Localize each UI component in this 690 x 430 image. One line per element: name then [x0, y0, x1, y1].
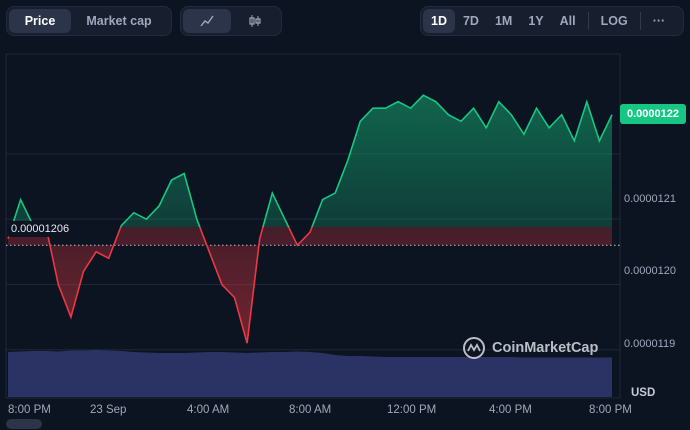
x-tick-label: 4:00 AM — [187, 404, 230, 416]
price-area-down — [8, 227, 612, 344]
reference-price-label: 0.00001206 — [8, 221, 73, 237]
range-7d[interactable]: 7D — [462, 14, 479, 28]
price-area-up — [11, 95, 612, 227]
range-all[interactable]: All — [559, 14, 576, 28]
more-options-button[interactable]: ··· — [652, 14, 666, 28]
y-tick-label: 0.0000121 — [624, 193, 676, 205]
x-tick-label: 8:00 PM — [8, 404, 51, 416]
x-tick-label: 23 Sep — [90, 404, 127, 416]
x-tick-label: 8:00 AM — [289, 404, 332, 416]
y-tick-label: 0.0000119 — [624, 338, 676, 350]
range-1y[interactable]: 1Y — [528, 14, 544, 28]
toolbar-divider — [639, 12, 641, 30]
watermark-text: CoinMarketCap — [492, 340, 599, 356]
price-chart-svg — [5, 53, 621, 399]
price-chart[interactable] — [0, 50, 690, 425]
line-chart-button[interactable] — [183, 9, 231, 33]
x-tick-label: 12:00 PM — [387, 404, 437, 416]
toolbar-divider — [587, 12, 589, 30]
range-1d[interactable]: 1D — [423, 9, 455, 33]
price-line-down — [7, 227, 313, 344]
chart-toolbar: Price Market cap 1D 7D 1M 1Y All LOG ··· — [6, 6, 684, 38]
x-tick-label: 8:00 PM — [589, 404, 632, 416]
price-line-up — [10, 94, 613, 227]
x-tick-label: 4:00 PM — [489, 404, 532, 416]
volume-area — [8, 350, 612, 397]
log-scale-button[interactable]: LOG — [600, 14, 628, 28]
tab-price[interactable]: Price — [9, 9, 71, 33]
chart-scroll-handle[interactable] — [6, 419, 42, 429]
time-range-toggle: 1D 7D 1M 1Y All LOG ··· — [420, 6, 684, 36]
chart-type-toggle — [180, 6, 282, 36]
price-marketcap-toggle: Price Market cap — [6, 6, 172, 36]
coinmarketcap-watermark: CoinMarketCap — [462, 336, 598, 360]
candlestick-button[interactable] — [231, 9, 279, 33]
y-tick-label: 0.0000120 — [624, 265, 676, 277]
plot-frame — [5, 53, 621, 399]
currency-label: USD — [631, 387, 656, 399]
range-1m[interactable]: 1M — [494, 14, 513, 28]
tab-market-cap[interactable]: Market cap — [86, 14, 152, 28]
coinmarketcap-logo-icon — [463, 337, 485, 359]
candlestick-icon — [249, 15, 261, 27]
current-price-tag: 0.0000122 — [620, 104, 686, 124]
line-chart-icon — [200, 15, 214, 27]
